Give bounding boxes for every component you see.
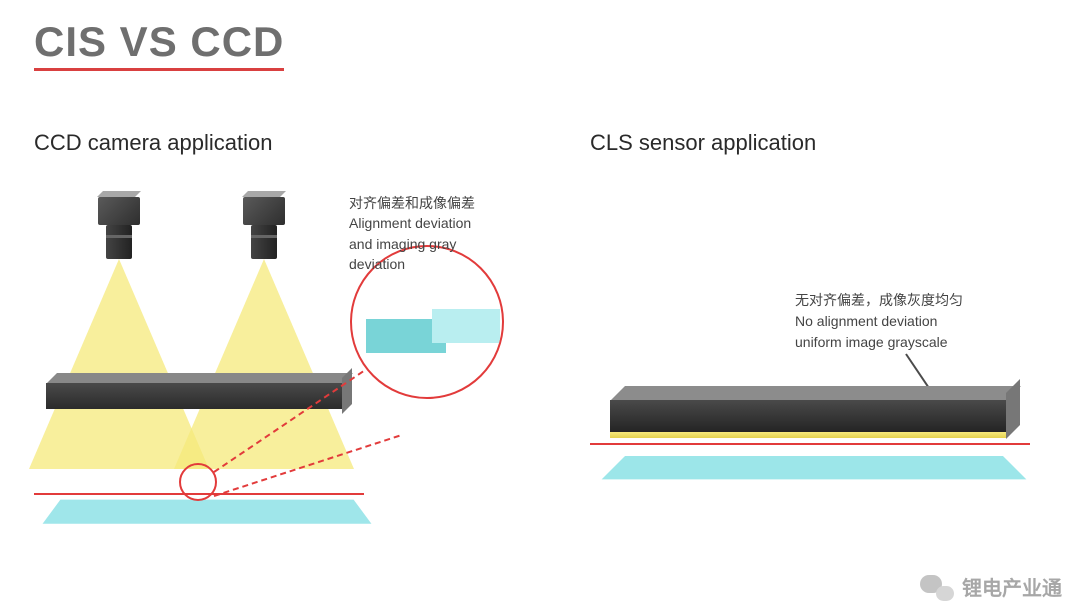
ccd-camera-2	[239, 197, 289, 267]
ccd-annot-cn: 对齐偏差和成像偏差	[349, 193, 514, 213]
cls-light-gap	[610, 432, 1006, 438]
subtitle-ccd: CCD camera application	[34, 130, 272, 156]
cls-annot-en1: No alignment deviation	[795, 311, 963, 332]
cls-diagram: 无对齐偏差，成像灰度均匀 No alignment deviation unif…	[590, 195, 1050, 575]
focus-circle-small	[179, 463, 217, 501]
ccd-annot-en1: Alignment deviation	[349, 213, 514, 233]
cls-baseline	[590, 443, 1030, 445]
cls-annot-cn: 无对齐偏差，成像灰度均匀	[795, 290, 963, 311]
ccd-sample-strip	[43, 500, 372, 524]
cls-annotation: 无对齐偏差，成像灰度均匀 No alignment deviation unif…	[795, 290, 963, 353]
ccd-diagram: 对齐偏差和成像偏差 Alignment deviation and imagin…	[34, 195, 514, 575]
subtitle-cls: CLS sensor application	[590, 130, 816, 156]
ccd-camera-1	[94, 197, 144, 267]
cls-sensor-bar	[610, 400, 1006, 432]
zoom-strip-light	[432, 309, 500, 343]
watermark-label: 锂电产业通	[962, 572, 1062, 601]
ccd-annot-en2: and imaging gray deviation	[349, 234, 514, 275]
ccd-sensor-bar	[46, 383, 342, 409]
cls-sample-strip	[602, 456, 1027, 479]
ccd-annotation: 对齐偏差和成像偏差 Alignment deviation and imagin…	[349, 193, 514, 274]
wechat-icon	[920, 573, 954, 601]
page-title: CIS VS CCD	[34, 18, 284, 71]
cls-annot-en2: uniform image grayscale	[795, 332, 963, 353]
watermark: 锂电产业通	[920, 572, 1062, 601]
